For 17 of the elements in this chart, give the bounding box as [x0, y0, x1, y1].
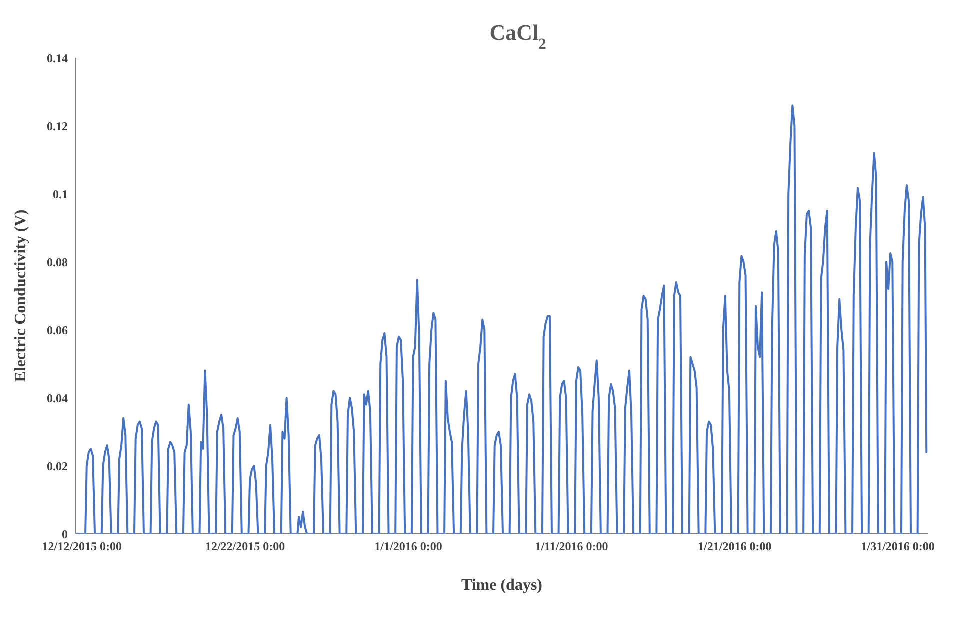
x-tick-label: 12/22/2015 0:00	[205, 540, 286, 554]
x-tick-label: 12/12/2015 0:00	[42, 540, 122, 554]
chart-title: CaCl$_{2}$	[490, 20, 547, 52]
x-tick-label: 1/21/2016 0:00	[698, 540, 772, 554]
y-tick-label: 0.02	[47, 459, 68, 474]
y-tick-label: 0.08	[47, 255, 68, 270]
y-tick-label: 0.14	[47, 51, 68, 66]
x-tick-label: 1/31/2016 0:00	[861, 540, 935, 554]
y-tick-label: 0.1	[53, 187, 68, 202]
x-tick-label: 1/11/2016 0:00	[535, 540, 608, 554]
y-axis-title: Electric Conductivity (V)	[12, 210, 30, 382]
x-tick-label: 1/1/2016 0:00	[374, 540, 442, 554]
y-tick-label: 0.06	[47, 323, 68, 338]
x-axis-title: Time (days)	[461, 577, 543, 594]
y-tick-label: 0	[62, 527, 68, 542]
y-tick-label: 0.12	[47, 119, 68, 134]
y-tick-label: 0.04	[47, 391, 68, 406]
